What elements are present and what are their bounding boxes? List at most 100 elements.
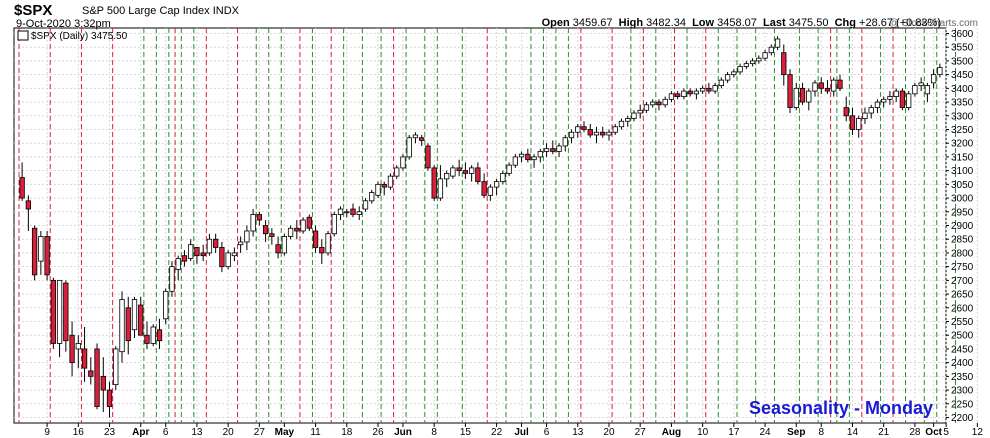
- candle: [749, 58, 756, 67]
- candle: [150, 324, 156, 347]
- candle-body: [362, 200, 369, 210]
- candle-body: [100, 375, 106, 391]
- candle-body: [481, 181, 487, 196]
- candle: [643, 102, 650, 114]
- candle-body: [930, 74, 937, 84]
- chg-value: +28.67 (+0.83%): [859, 17, 941, 29]
- candle: [906, 91, 912, 111]
- candle: [631, 110, 637, 122]
- candle: [774, 36, 781, 50]
- candle-body: [269, 233, 275, 237]
- high-label: High: [618, 17, 644, 29]
- x-tick-label: Sep: [787, 427, 805, 438]
- candle-body: [681, 90, 687, 97]
- candle: [100, 357, 106, 413]
- candle-body: [450, 167, 456, 177]
- candle: [512, 154, 518, 168]
- candle-body: [881, 98, 887, 103]
- watermark: @ StockCharts.com: [888, 18, 978, 29]
- candle-body: [387, 175, 394, 188]
- candle: [200, 244, 206, 262]
- candle: [300, 217, 306, 234]
- candle: [188, 239, 194, 262]
- candle: [219, 241, 225, 273]
- candle: [31, 225, 38, 281]
- x-tick-label: 26: [372, 427, 384, 438]
- candle-body: [75, 343, 81, 350]
- candle-body: [200, 252, 206, 257]
- y-tick-label: 2800: [951, 248, 974, 259]
- candle-body: [344, 211, 350, 214]
- candle: [237, 236, 244, 253]
- candle-body: [625, 118, 631, 122]
- candle-body: [250, 214, 256, 232]
- candle: [63, 280, 69, 352]
- candle-body: [206, 238, 213, 254]
- candle-body: [612, 126, 618, 133]
- candle: [618, 118, 625, 130]
- candle-body: [543, 148, 550, 152]
- x-tick-label: 14: [847, 427, 859, 438]
- candle: [831, 77, 837, 97]
- candles: [19, 36, 943, 418]
- candle-body: [119, 299, 125, 353]
- y-tick-label: 2350: [951, 372, 974, 383]
- candle: [262, 220, 269, 242]
- x-tick-label: 20: [603, 427, 615, 438]
- candle: [731, 69, 737, 78]
- candle: [412, 132, 419, 144]
- candle: [556, 143, 562, 157]
- candle: [462, 162, 469, 179]
- candle-body: [650, 101, 656, 106]
- candle-body: [369, 192, 375, 202]
- x-tick-label: Jul: [514, 427, 529, 438]
- description-text: S&P 500 Large Cap Index: [82, 5, 210, 17]
- candle: [437, 165, 444, 201]
- candle: [837, 74, 843, 92]
- y-tick-label: 2650: [951, 290, 974, 301]
- candle-body: [637, 109, 643, 114]
- candle: [331, 211, 337, 237]
- candle-body: [537, 151, 543, 158]
- candle: [650, 99, 656, 108]
- legend: $SPX (Daily) 3475.50: [17, 30, 128, 42]
- candle: [450, 165, 456, 179]
- candle: [568, 129, 575, 144]
- candle: [156, 318, 163, 349]
- candle: [375, 181, 381, 199]
- candle: [930, 69, 937, 89]
- candle-body: [618, 120, 625, 128]
- y-tick-label: 3200: [951, 139, 974, 150]
- symbol-title: $SPX: [14, 2, 53, 19]
- candle-body: [787, 74, 793, 108]
- candle-body: [194, 247, 200, 257]
- candle: [344, 209, 350, 218]
- candle-body: [818, 82, 824, 89]
- exchange-text: INDX: [212, 5, 239, 17]
- candle-body: [724, 74, 731, 81]
- candle-body: [718, 79, 725, 87]
- candle-body: [887, 96, 893, 100]
- candle-body: [693, 90, 700, 95]
- candle: [181, 250, 188, 267]
- candle-body: [94, 348, 100, 407]
- candle-body: [668, 93, 675, 100]
- candle-body: [906, 93, 912, 108]
- candle: [625, 115, 631, 127]
- candle: [319, 239, 325, 264]
- candle: [718, 77, 725, 89]
- y-tick-label: 2750: [951, 262, 974, 273]
- y-tick-label: 2600: [951, 303, 974, 314]
- candle-body: [731, 71, 737, 76]
- candle-body: [837, 79, 843, 89]
- candle-body: [25, 200, 32, 210]
- candle-body: [737, 66, 743, 73]
- y-tick-label: 3000: [951, 194, 974, 205]
- candle-body: [675, 93, 681, 97]
- y-tick-label: 2900: [951, 221, 974, 232]
- candle: [119, 291, 125, 363]
- candle: [50, 277, 56, 349]
- candle: [419, 134, 425, 146]
- candle: [19, 162, 25, 201]
- x-tick-label: 20: [223, 427, 235, 438]
